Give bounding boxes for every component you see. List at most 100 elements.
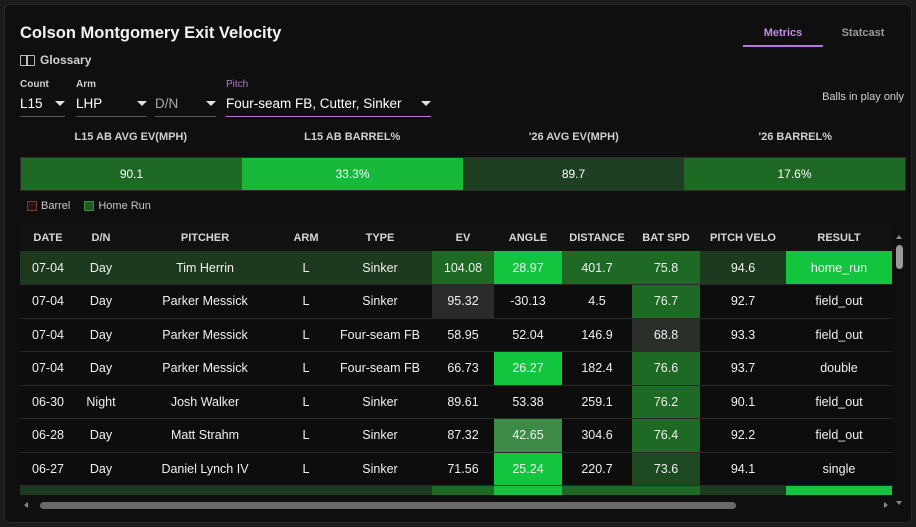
cell-result: field_out [786, 284, 892, 319]
cell-type: Sinker [328, 418, 432, 453]
cell-dn: Day [76, 418, 126, 453]
cell-pitcher: Parker Messick [126, 351, 284, 386]
at-bat-table-container: DATE D/N PITCHER ARM TYPE EV ANGLE DISTANCE BAT … [20, 225, 892, 495]
cell-pitcher: Drew Wood [126, 485, 284, 495]
table-row[interactable]: 06-28 Day Matt Strahm L Sinker 87.32 42.65 304.… [20, 418, 892, 453]
scroll-left-icon[interactable] [24, 502, 28, 508]
horizontal-scroll-thumb[interactable] [40, 502, 736, 509]
chevron-down-icon [55, 101, 65, 106]
cell-distance: 304.6 [562, 418, 632, 453]
summary-header: L15 AB AVG EV(MPH) [74, 131, 188, 143]
cell-angle: 53.38 [494, 385, 562, 419]
cell-dn: Day [76, 351, 126, 386]
cell-result: single [786, 452, 892, 486]
tab-statcast[interactable]: Statcast [841, 27, 885, 39]
vertical-scrollbar[interactable] [895, 235, 904, 505]
cell-date: 06-30 [20, 385, 76, 419]
cell-result: home_run [786, 251, 892, 285]
cell-ev: 87.32 [432, 418, 494, 453]
cell-distance: 406.1 [562, 485, 632, 495]
cell-pitcher: Tim Herrin [126, 251, 284, 285]
cell-pitcher: Daniel Lynch IV [126, 452, 284, 486]
cell-pitch-velo: 93.7 [700, 351, 786, 386]
scroll-up-icon[interactable] [896, 235, 902, 239]
cell-bat-spd: 73.6 [632, 452, 700, 486]
cell-bat-spd: 76.2 [632, 385, 700, 419]
cell-dn: Day [76, 318, 126, 352]
cell-pitch-velo: 94.1 [700, 452, 786, 486]
scroll-down-icon[interactable] [896, 501, 902, 505]
count-select-value: L15 [20, 96, 43, 111]
cell-ev: 71.56 [432, 452, 494, 486]
count-filter-label: Count [20, 79, 49, 90]
column-header[interactable]: DATE [20, 225, 76, 251]
column-header[interactable]: PITCHER [126, 225, 284, 251]
column-header[interactable]: TYPE [328, 225, 432, 251]
cell-ev: 95.32 [432, 284, 494, 319]
cell-distance: 401.7 [562, 251, 632, 285]
cell-date: 06-28 [20, 418, 76, 453]
cell-date: 06-19 [20, 485, 76, 495]
exit-velocity-panel: Colson Montgomery Exit Velocity Glossary… [4, 4, 912, 523]
legend-barrel[interactable]: Barrel [27, 200, 70, 212]
table-row[interactable]: 06-30 Night Josh Walker L Sinker 89.61 53.38 25… [20, 385, 892, 419]
cell-date: 07-04 [20, 284, 76, 319]
table-row[interactable]: 06-27 Day Daniel Lynch IV L Sinker 71.56 25.24… [20, 452, 892, 486]
arm-select[interactable]: LHP [76, 95, 147, 117]
column-header[interactable]: ANGLE [494, 225, 562, 251]
horizontal-scrollbar[interactable] [20, 499, 892, 511]
count-filter: Count L15 [20, 79, 65, 117]
cell-dn: Night [76, 385, 126, 419]
column-header[interactable]: EV [432, 225, 494, 251]
vertical-scroll-thumb[interactable] [896, 245, 903, 269]
page-title: Colson Montgomery Exit Velocity [20, 24, 282, 42]
pitch-select[interactable]: Four-seam FB, Cutter, Sinker [226, 95, 431, 117]
cell-arm: L [284, 452, 328, 486]
column-header[interactable]: D/N [76, 225, 126, 251]
scroll-right-icon[interactable] [884, 502, 888, 508]
cell-dn: Day [76, 251, 126, 285]
cell-date: 07-04 [20, 251, 76, 285]
column-header[interactable]: DISTANCE [562, 225, 632, 251]
cell-bat-spd: 68.8 [632, 318, 700, 352]
cell-dn: Night [76, 485, 126, 495]
arm-filter: Arm LHP [76, 79, 147, 117]
tab-metrics[interactable]: Metrics [743, 25, 823, 47]
cell-pitch-velo: 94.6 [700, 251, 786, 285]
cell-distance: 146.9 [562, 318, 632, 352]
table-row[interactable]: 06-19NightDrew WoodLSinker105.2227.35406… [20, 485, 892, 495]
cell-bat-spd: 75.8 [632, 251, 700, 285]
legend-home-run[interactable]: Home Run [84, 200, 151, 212]
arm-filter-label: Arm [76, 79, 97, 90]
column-header[interactable]: RESULT [786, 225, 892, 251]
arm-select-value: LHP [76, 96, 103, 111]
table-row[interactable]: 07-04 Day Parker Messick L Sinker 95.32 -30.13… [20, 284, 892, 319]
glossary-link[interactable]: Glossary [20, 53, 91, 67]
cell-result: home_run [786, 485, 892, 495]
at-bat-table: DATE D/N PITCHER ARM TYPE EV ANGLE DISTANCE BAT … [20, 225, 892, 495]
column-header[interactable]: ARM [284, 225, 328, 251]
cell-arm: L [284, 418, 328, 453]
dn-select[interactable]: D/N [155, 95, 216, 117]
cell-dn: Day [76, 284, 126, 319]
cell-date: 06-27 [20, 452, 76, 486]
cell-pitcher: Matt Strahm [126, 418, 284, 453]
dn-filter: D/N [155, 79, 216, 117]
summary-header: '26 AVG EV(MPH) [528, 131, 619, 143]
cell-angle: 26.27 [494, 351, 562, 386]
summary-value: 33.3% [242, 158, 463, 190]
cell-arm: L [284, 485, 328, 495]
cell-arm: L [284, 284, 328, 319]
count-select[interactable]: L15 [20, 95, 65, 117]
legend-barrel-label: Barrel [41, 200, 71, 212]
cell-pitcher: Parker Messick [126, 318, 284, 352]
column-header[interactable]: BAT SPD [632, 225, 700, 251]
table-row[interactable]: 07-04 Day Parker Messick L Four-seam FB 58.95… [20, 318, 892, 352]
cell-date: 07-04 [20, 318, 76, 352]
summary-value: 17.6% [684, 158, 905, 190]
table-row[interactable]: 07-04 Day Tim Herrin L Sinker 104.08 28.97 401.… [20, 251, 892, 285]
cell-type: Sinker [328, 385, 432, 419]
column-header[interactable]: PITCH VELO [700, 225, 786, 251]
table-row[interactable]: 07-04 Day Parker Messick L Four-seam FB 66.73… [20, 351, 892, 386]
cell-bat-spd: 76.7 [632, 284, 700, 319]
